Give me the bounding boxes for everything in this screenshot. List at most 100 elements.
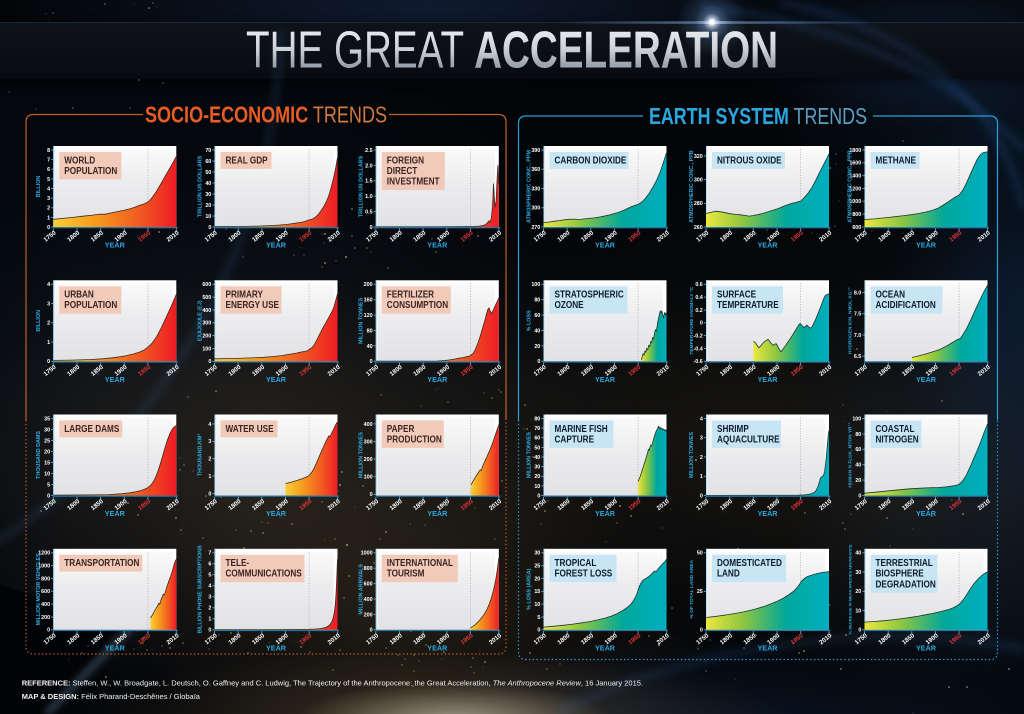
svg-text:REFERENCE: Steffen, W., W. Bro: REFERENCE: Steffen, W., W. Broadgate, L.… bbox=[22, 679, 643, 688]
svg-text:YEAR: YEAR bbox=[427, 509, 448, 518]
svg-text:TRILLION US DOLLARS: TRILLION US DOLLARS bbox=[197, 155, 203, 217]
svg-text:1: 1 bbox=[208, 617, 211, 623]
svg-text:0: 0 bbox=[700, 493, 703, 499]
svg-text:1750: 1750 bbox=[695, 632, 711, 646]
svg-text:PRIMARY: PRIMARY bbox=[226, 289, 263, 300]
svg-text:0: 0 bbox=[47, 493, 50, 499]
svg-text:5: 5 bbox=[47, 482, 50, 488]
svg-text:330: 330 bbox=[531, 186, 540, 192]
svg-text:100: 100 bbox=[202, 346, 211, 352]
svg-text:2.5: 2.5 bbox=[365, 148, 373, 154]
svg-text:280: 280 bbox=[694, 201, 703, 207]
svg-text:% OF TOTAL LAND AREA: % OF TOTAL LAND AREA bbox=[689, 560, 695, 619]
svg-text:0: 0 bbox=[700, 628, 703, 634]
svg-text:360: 360 bbox=[531, 167, 540, 173]
svg-text:0: 0 bbox=[537, 359, 540, 365]
svg-text:1800: 1800 bbox=[389, 364, 405, 378]
svg-text:LAND: LAND bbox=[717, 568, 740, 579]
svg-text:YEAR: YEAR bbox=[427, 241, 448, 250]
svg-text:60: 60 bbox=[855, 447, 861, 453]
svg-text:35: 35 bbox=[44, 416, 50, 422]
svg-text:2010: 2010 bbox=[656, 364, 672, 378]
svg-text:1800: 1800 bbox=[66, 229, 82, 243]
svg-text:1200: 1200 bbox=[38, 551, 50, 557]
svg-text:YEAR: YEAR bbox=[427, 643, 448, 652]
svg-text:7.0: 7.0 bbox=[854, 333, 862, 339]
svg-text:FOREIGN: FOREIGN bbox=[387, 155, 424, 166]
svg-text:1850: 1850 bbox=[580, 498, 596, 512]
svg-text:1750: 1750 bbox=[365, 229, 381, 243]
svg-text:YEAR: YEAR bbox=[758, 241, 779, 250]
svg-text:2010: 2010 bbox=[656, 498, 672, 512]
svg-text:1200: 1200 bbox=[849, 186, 861, 192]
svg-text:3: 3 bbox=[47, 301, 50, 307]
svg-text:1850: 1850 bbox=[412, 632, 428, 646]
svg-text:200: 200 bbox=[202, 334, 211, 340]
svg-text:1750: 1750 bbox=[204, 632, 220, 646]
svg-text:1750: 1750 bbox=[204, 364, 220, 378]
svg-text:2010: 2010 bbox=[818, 364, 834, 378]
svg-text:MILLION TONNES: MILLION TONNES bbox=[359, 432, 365, 478]
svg-text:20: 20 bbox=[44, 449, 50, 455]
svg-text:600: 600 bbox=[41, 589, 50, 595]
svg-text:YEAR: YEAR bbox=[105, 643, 126, 652]
svg-text:FERTILIZER: FERTILIZER bbox=[387, 289, 435, 300]
svg-text:2010: 2010 bbox=[818, 498, 834, 512]
svg-text:1850: 1850 bbox=[251, 229, 267, 243]
svg-text:600: 600 bbox=[364, 582, 373, 588]
svg-text:-0.2: -0.2 bbox=[694, 334, 703, 340]
svg-text:100: 100 bbox=[852, 416, 861, 422]
svg-text:80: 80 bbox=[534, 416, 540, 422]
svg-text:2010: 2010 bbox=[327, 364, 343, 378]
svg-text:THOUSAND KM³: THOUSAND KM³ bbox=[197, 434, 203, 476]
svg-text:MILLION TONNES: MILLION TONNES bbox=[359, 297, 365, 343]
svg-text:60: 60 bbox=[534, 436, 540, 442]
svg-text:20: 20 bbox=[855, 589, 861, 595]
svg-text:YEAR: YEAR bbox=[105, 241, 126, 250]
svg-text:1950: 1950 bbox=[459, 364, 475, 378]
svg-text:YEAR: YEAR bbox=[595, 643, 616, 652]
svg-text:1750: 1750 bbox=[854, 498, 870, 512]
svg-text:1800: 1800 bbox=[877, 229, 893, 243]
svg-text:6: 6 bbox=[47, 167, 50, 173]
svg-text:1750: 1750 bbox=[365, 632, 381, 646]
svg-text:YEAR: YEAR bbox=[266, 375, 287, 384]
svg-text:2010: 2010 bbox=[656, 229, 672, 243]
svg-text:7: 7 bbox=[47, 158, 50, 164]
svg-text:0: 0 bbox=[537, 628, 540, 634]
svg-text:2010: 2010 bbox=[656, 632, 672, 646]
svg-text:OZONE: OZONE bbox=[555, 299, 584, 310]
svg-text:0: 0 bbox=[537, 493, 540, 499]
svg-text:TELE-: TELE- bbox=[226, 557, 250, 568]
svg-text:1950: 1950 bbox=[298, 229, 314, 243]
svg-text:% LOSS (AREA): % LOSS (AREA) bbox=[526, 568, 532, 610]
svg-text:1850: 1850 bbox=[251, 632, 267, 646]
svg-text:BIOSPHERE: BIOSPHERE bbox=[876, 568, 924, 579]
svg-text:200: 200 bbox=[364, 282, 373, 288]
svg-text:50: 50 bbox=[205, 170, 211, 176]
svg-text:ATMOSPHERIC CONC., PPB: ATMOSPHERIC CONC., PPB bbox=[689, 150, 695, 222]
svg-text:NITROUS OXIDE: NITROUS OXIDE bbox=[717, 155, 782, 166]
svg-text:TROPICAL: TROPICAL bbox=[555, 557, 597, 568]
svg-text:25: 25 bbox=[44, 438, 50, 444]
svg-text:7: 7 bbox=[208, 551, 211, 557]
svg-text:BILLION: BILLION bbox=[36, 310, 42, 332]
svg-text:20: 20 bbox=[534, 344, 540, 350]
svg-text:2: 2 bbox=[47, 206, 50, 212]
svg-text:10: 10 bbox=[534, 484, 540, 490]
svg-text:0: 0 bbox=[858, 493, 861, 499]
svg-text:6: 6 bbox=[208, 562, 211, 568]
svg-text:YEAR: YEAR bbox=[105, 509, 126, 518]
svg-text:0.4: 0.4 bbox=[695, 295, 703, 301]
svg-text:YEAR: YEAR bbox=[916, 643, 937, 652]
svg-text:8: 8 bbox=[47, 148, 50, 154]
svg-text:STRATOSPHERIC: STRATOSPHERIC bbox=[555, 289, 625, 300]
svg-text:1950: 1950 bbox=[298, 498, 314, 512]
svg-text:1750: 1750 bbox=[854, 229, 870, 243]
svg-text:2010: 2010 bbox=[165, 498, 181, 512]
svg-text:1950: 1950 bbox=[137, 498, 153, 512]
svg-text:300: 300 bbox=[531, 206, 540, 212]
svg-text:0: 0 bbox=[208, 359, 211, 365]
svg-text:1950: 1950 bbox=[948, 498, 964, 512]
svg-text:-0.6: -0.6 bbox=[694, 359, 703, 365]
